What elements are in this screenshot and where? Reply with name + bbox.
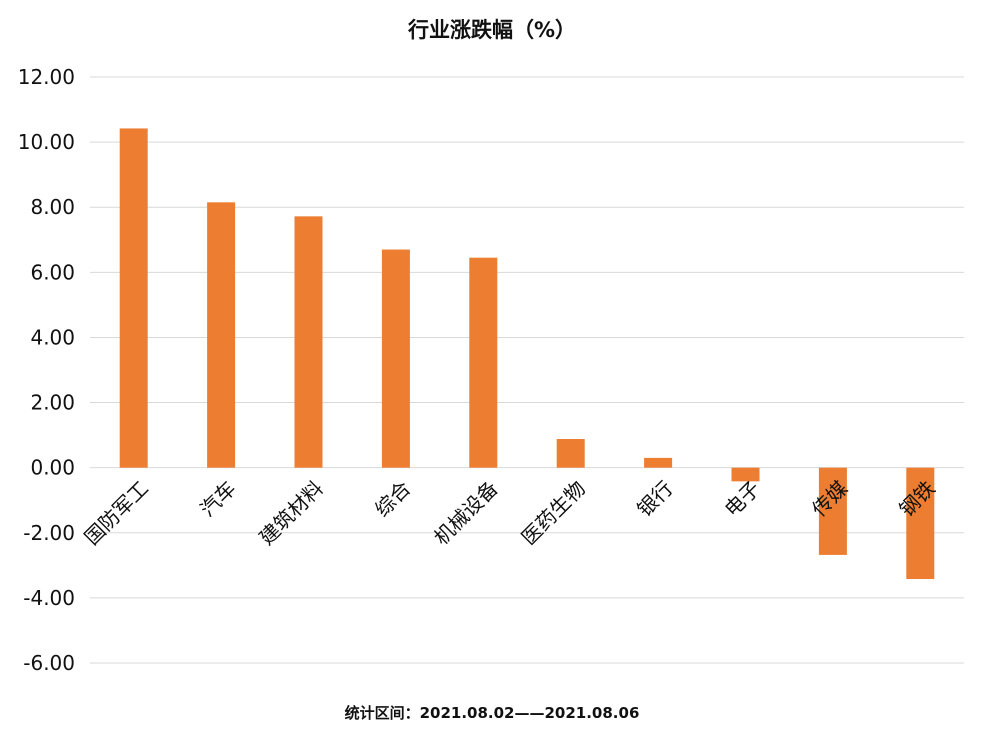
x-tick-label: 医药生物	[517, 476, 591, 550]
y-axis-ticks: 12.00 10.00 8.00 6.00 4.00 2.00 0.00 -2.00 -4.00…	[18, 65, 75, 675]
x-tick-label: 机械设备	[429, 476, 503, 550]
x-tick-label: 综合	[370, 476, 415, 521]
x-tick-label: 国防军工	[80, 476, 154, 550]
chart-footer: 统计区间：2021.08.02——2021.08.06	[344, 704, 640, 722]
y-tick-label: 4.00	[30, 325, 75, 349]
bar	[207, 202, 236, 468]
bar	[119, 128, 148, 468]
bar	[906, 467, 935, 580]
y-tick-label: 6.00	[30, 260, 75, 284]
y-tick-label: -6.00	[23, 651, 75, 675]
y-tick-label: -4.00	[23, 586, 75, 610]
bar	[644, 457, 673, 468]
y-tick-label: 12.00	[18, 65, 75, 89]
x-tick-label: 汽车	[195, 476, 240, 521]
y-tick-label: -2.00	[23, 521, 75, 545]
y-tick-label: 2.00	[30, 391, 75, 415]
y-tick-label: 0.00	[30, 456, 75, 480]
bar	[731, 467, 760, 482]
x-axis-ticks: 国防军工 汽车 建筑材料 综合 机械设备 医药生物 银行 电子 传媒 钢铁	[80, 476, 940, 550]
bar	[381, 249, 410, 468]
bar	[294, 216, 323, 468]
chart-title: 行业涨跌幅（%）	[407, 18, 577, 42]
x-tick-label: 建筑材料	[254, 476, 328, 550]
gridlines	[90, 76, 964, 664]
bar	[556, 439, 585, 468]
x-tick-label: 电子	[720, 476, 765, 521]
y-tick-label: 8.00	[30, 195, 75, 219]
bar	[469, 257, 498, 468]
bars	[119, 128, 935, 580]
y-tick-label: 10.00	[18, 130, 75, 154]
x-tick-label: 银行	[632, 476, 677, 521]
bar	[818, 467, 847, 555]
